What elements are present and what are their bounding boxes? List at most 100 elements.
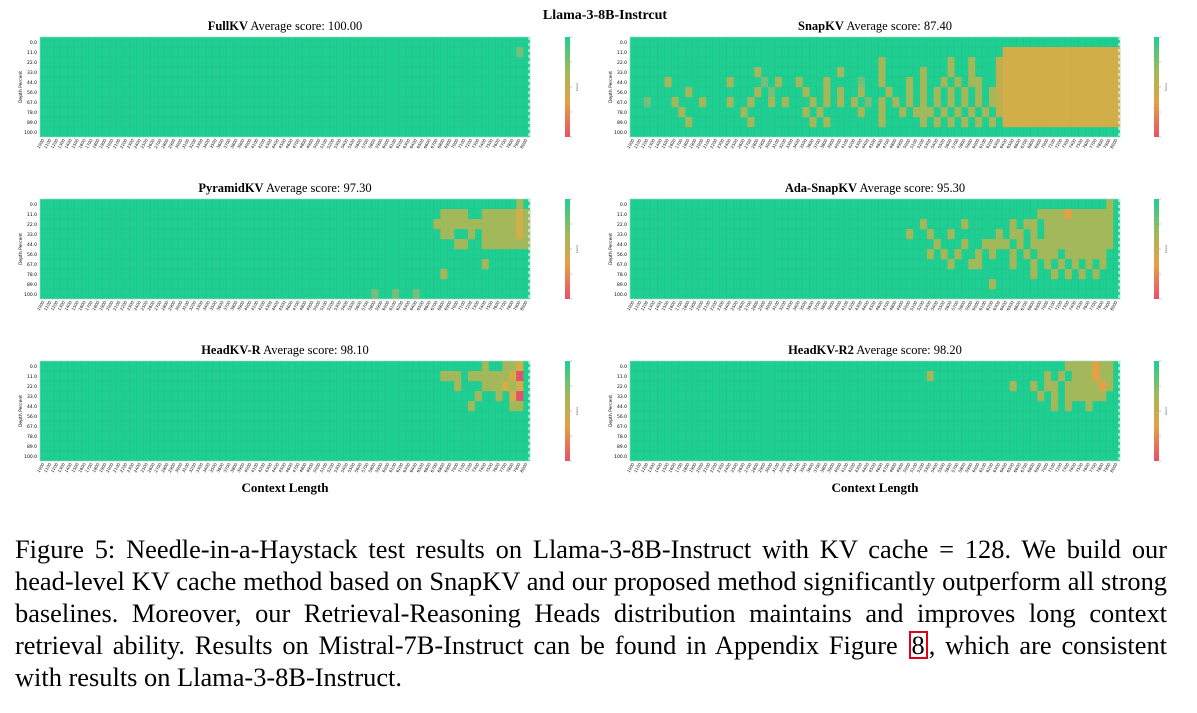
x-tick-label: 1600 — [667, 138, 677, 150]
x-tick-label: 2000 — [105, 138, 115, 150]
heatmap-cell — [1037, 117, 1045, 128]
x-tick-label: 2600 — [146, 462, 156, 474]
heatmap-cell — [1064, 67, 1072, 78]
heatmap-cell — [1071, 117, 1079, 128]
heatmap-cell — [1078, 47, 1086, 58]
heatmap-cell — [1050, 401, 1059, 412]
x-tick-label: 3500 — [798, 138, 808, 150]
y-tick-label: 33.0 — [27, 232, 37, 238]
x-tick-label: 6300 — [992, 138, 1002, 150]
heatmap-cell — [454, 219, 462, 230]
heatmap-cell — [1092, 77, 1100, 88]
y-tick-label: 44.0 — [27, 80, 37, 86]
x-tick-label: 5700 — [360, 300, 370, 312]
heatmap-cell — [454, 381, 462, 392]
heatmap-cell — [1099, 67, 1107, 78]
heatmap-cell — [850, 97, 858, 108]
figure-reference-link[interactable]: 8 — [908, 631, 928, 659]
x-tick-label: 2300 — [716, 138, 726, 150]
y-axis-label: Depth Percent — [608, 395, 614, 427]
x-tick-label: 7200 — [1054, 138, 1064, 150]
x-tick-label: 2700 — [153, 462, 163, 474]
y-axis-label: Depth Percent — [18, 233, 24, 265]
heatmap-cell — [488, 381, 496, 392]
heatmap-cell — [1016, 67, 1024, 78]
x-tick-label: 4400 — [861, 300, 871, 312]
x-tick-label: 2500 — [139, 138, 149, 150]
heatmap-cell — [1113, 77, 1121, 88]
panel-score-text: Average score: 98.10 — [261, 343, 369, 357]
heatmap-cell — [1092, 381, 1100, 392]
heatmap-cell — [1023, 249, 1031, 260]
heatmap-cell — [1113, 67, 1121, 78]
x-tick-label: 1100 — [633, 300, 643, 312]
x-tick-label: 7300 — [471, 300, 481, 312]
heatmap-cell — [919, 117, 927, 128]
x-tick-label: 4300 — [264, 138, 274, 150]
heatmap-frame — [629, 36, 1121, 138]
x-tick-label: 4400 — [271, 462, 281, 474]
x-tick-label: 5900 — [374, 462, 384, 474]
x-tick-label: 5800 — [957, 138, 967, 150]
heatmap-cell — [1037, 87, 1045, 98]
x-tick-label: 4900 — [305, 300, 315, 312]
heatmap-cell — [1016, 47, 1024, 58]
y-tick-label: 0.0 — [30, 40, 37, 46]
heatmap-cell — [899, 107, 907, 118]
heatmap-cell — [1099, 259, 1107, 270]
x-tick-label: 3600 — [805, 300, 815, 312]
x-tick-label: 6500 — [1005, 138, 1015, 150]
heatmap-cell — [768, 97, 776, 108]
heatmap-cell — [1009, 107, 1017, 118]
x-tick-label: 7200 — [1054, 462, 1064, 474]
y-tick-label: 78.0 — [27, 110, 37, 116]
heatmap-cell — [802, 107, 810, 118]
x-tick-label: 3100 — [181, 300, 191, 312]
heatmap-cell — [467, 401, 475, 412]
y-tick-label: 22.0 — [617, 384, 627, 390]
x-tick-label: 3300 — [195, 300, 205, 312]
heatmap-cell — [988, 239, 996, 250]
x-tick-label: 3700 — [812, 300, 822, 312]
heatmap-cell — [988, 87, 996, 98]
x-tick-label: 7100 — [1047, 138, 1057, 150]
heatmap-cell — [1071, 209, 1079, 220]
heatmap-cell — [747, 117, 755, 128]
heatmap-cell — [961, 87, 969, 98]
x-tick-label: 3200 — [778, 300, 788, 312]
y-tick-label: 67.0 — [27, 100, 37, 106]
x-tick-label: 7300 — [471, 462, 481, 474]
x-tick-label: 1400 — [63, 138, 73, 150]
heatmap-cell — [947, 67, 955, 78]
x-tick-label: 4600 — [874, 300, 884, 312]
heatmap-cell — [1099, 47, 1107, 58]
heatmap-cell — [1071, 239, 1079, 250]
heatmap-cell — [1092, 391, 1100, 402]
x-tick-label: 2400 — [133, 300, 143, 312]
heatmap-cell — [1009, 77, 1017, 88]
y-tick-label: 56.0 — [27, 252, 37, 258]
heatmap-cell — [995, 229, 1003, 240]
x-tick-label: 4100 — [840, 462, 850, 474]
heatmap-cell — [968, 107, 976, 118]
heatmap-cell — [502, 371, 510, 382]
colorbar — [1154, 199, 1159, 299]
heatmap-cell — [995, 77, 1003, 88]
x-tick-label: 5400 — [340, 462, 350, 474]
x-tick-label: 3500 — [208, 300, 218, 312]
x-tick-label: 7400 — [1068, 138, 1078, 150]
heatmap-cell — [975, 77, 983, 88]
heatmap-cell — [933, 239, 941, 250]
x-tick-label: 6900 — [443, 138, 453, 150]
heatmap-cell — [1050, 97, 1059, 108]
heatmap-cell — [1078, 117, 1086, 128]
x-tick-label: 7900 — [512, 462, 522, 474]
colorbar — [565, 37, 570, 137]
heatmap-cell — [1071, 259, 1079, 270]
heatmap-cell — [481, 209, 489, 220]
x-tick-label: 1200 — [50, 138, 60, 150]
x-tick-label: 7700 — [498, 462, 508, 474]
heatmap-cell — [1106, 97, 1114, 108]
heatmap-cell — [954, 249, 962, 260]
heatmap-cell — [1030, 77, 1038, 88]
